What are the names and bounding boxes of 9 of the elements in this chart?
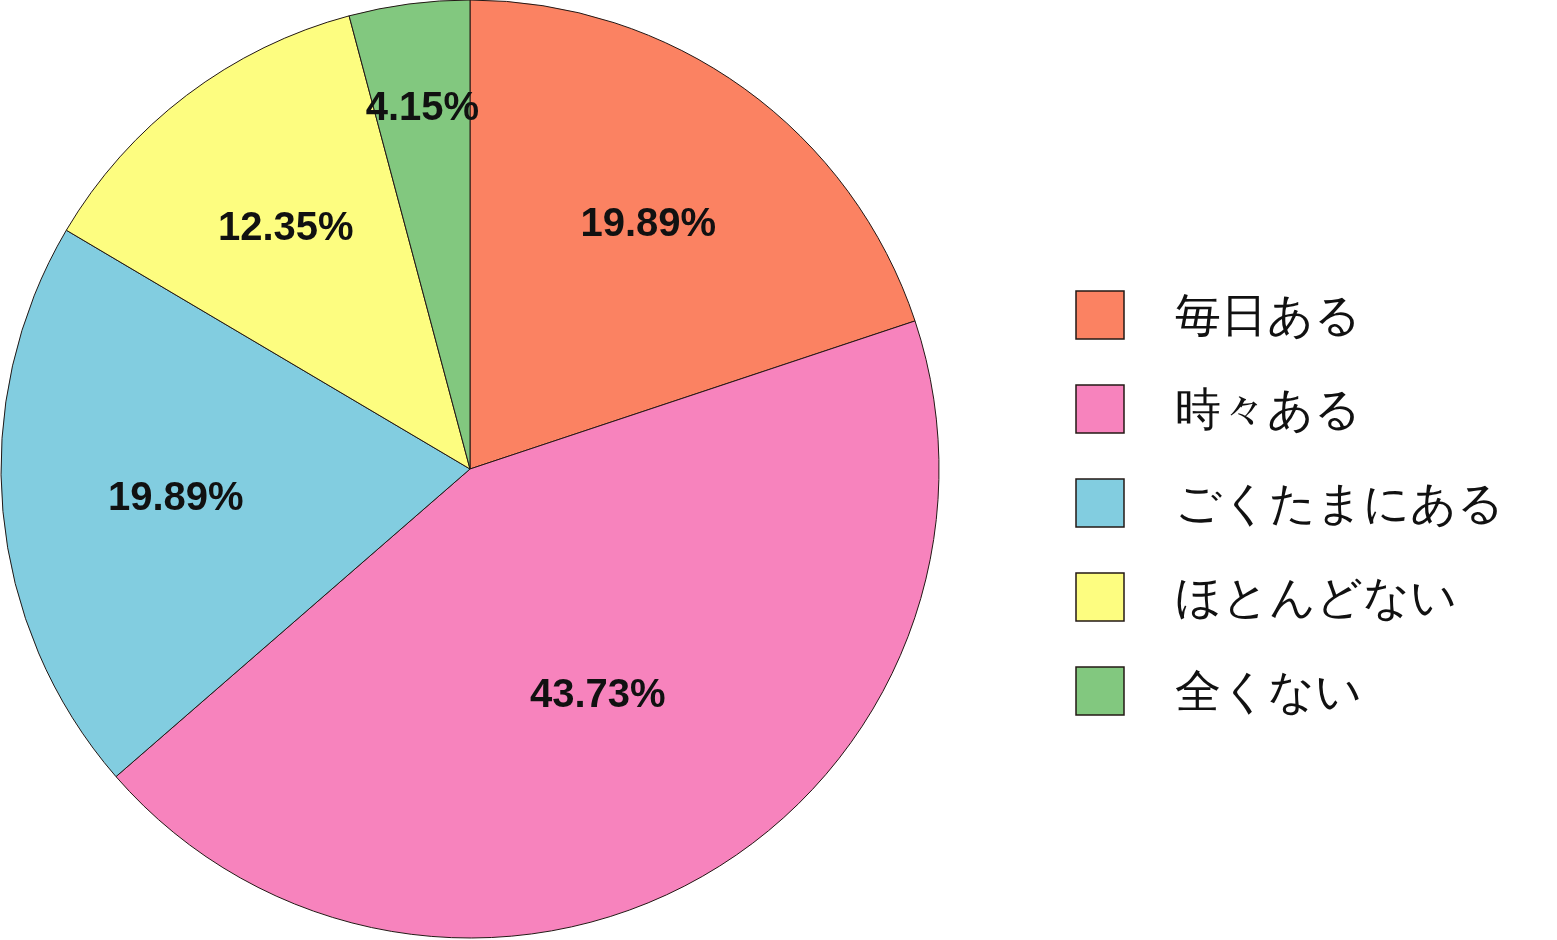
data-label: 43.73% xyxy=(529,671,666,716)
legend-label: ほとんどない xyxy=(1175,570,1457,624)
legend-label: ごくたまにある xyxy=(1175,476,1504,530)
legend-label: 時々ある xyxy=(1175,382,1361,436)
legend-label: 全くない xyxy=(1175,664,1362,718)
data-label: 12.35% xyxy=(217,204,354,249)
data-label: 19.89% xyxy=(107,473,244,518)
legend-label: 毎日ある xyxy=(1175,288,1361,342)
data-label: 19.89% xyxy=(580,199,717,244)
